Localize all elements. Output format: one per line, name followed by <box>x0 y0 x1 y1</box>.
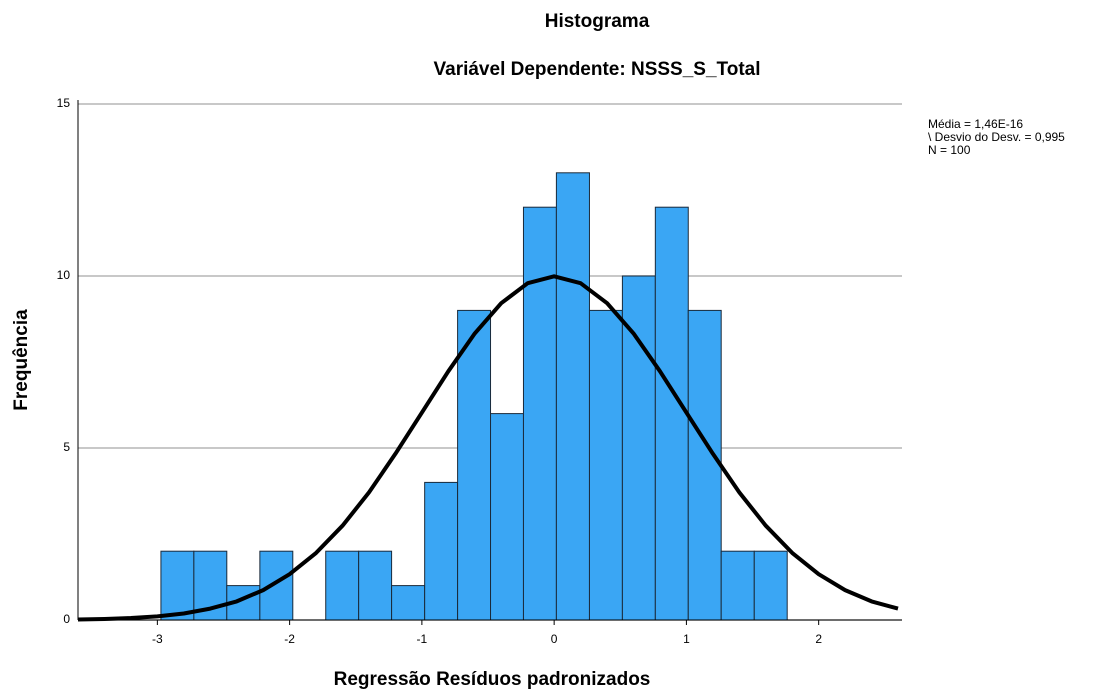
y-axis-label: Frequência <box>11 309 32 411</box>
bar <box>457 309 492 621</box>
chart-title: Histograma <box>545 11 650 32</box>
bar <box>259 550 294 621</box>
bar <box>358 550 393 621</box>
bar <box>160 550 195 621</box>
x-tick-label: -1 <box>417 632 428 646</box>
bar <box>325 550 360 621</box>
bar <box>424 481 459 621</box>
y-tick-label: 0 <box>63 612 70 626</box>
x-tick-label: -3 <box>152 632 163 646</box>
y-tick-label: 15 <box>57 96 71 110</box>
bar <box>555 172 590 621</box>
stat-line: Média = 1,46E-16 <box>928 117 1023 131</box>
bar <box>522 206 557 621</box>
x-tick-label: -2 <box>284 632 295 646</box>
x-tick-label: 1 <box>683 632 690 646</box>
x-axis-label: Regressão Resíduos padronizados <box>334 669 651 690</box>
bar <box>490 413 524 621</box>
stat-line: \ Desvio do Desv. = 0,995 <box>928 130 1065 144</box>
x-tick-label: 0 <box>551 632 558 646</box>
bar <box>588 309 623 621</box>
y-tick-label: 5 <box>63 440 70 454</box>
chart-subtitle: Variável Dependente: NSSS_S_Total <box>434 59 761 80</box>
bar <box>391 585 426 621</box>
x-tick-label: 2 <box>815 632 822 646</box>
stat-line: N = 100 <box>928 143 971 157</box>
bar <box>654 206 689 621</box>
bar <box>687 309 722 621</box>
bar <box>720 550 755 621</box>
normal-curve <box>77 274 899 622</box>
bar <box>753 550 788 621</box>
y-tick-label: 10 <box>57 268 71 282</box>
